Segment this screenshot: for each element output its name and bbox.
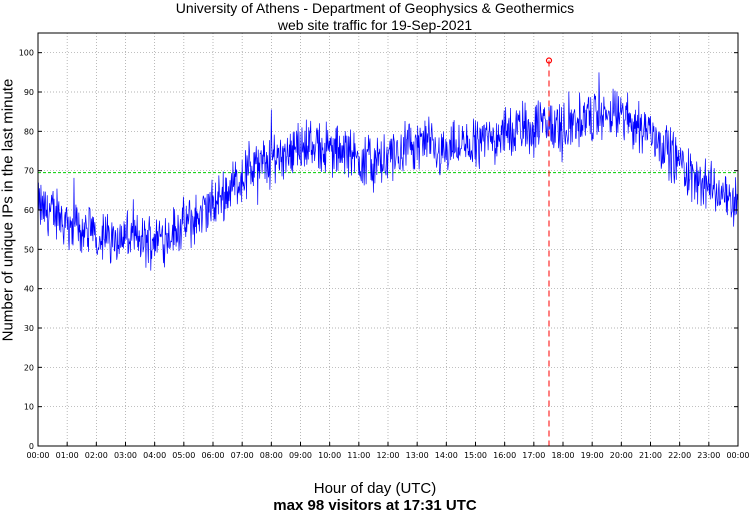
x-tick-label: 11:00	[347, 451, 370, 460]
max-visitors-summary: max 98 visitors at 17:31 UTC	[273, 497, 477, 514]
x-tick-label: 22:00	[668, 451, 691, 460]
series-group	[37, 72, 739, 271]
chart-title: University of Athens - Department of Geo…	[175, 0, 575, 16]
max-marker-group	[545, 57, 553, 446]
y-tick-label: 60	[24, 206, 34, 215]
y-tick-label: 100	[19, 49, 34, 58]
x-tick-label: 17:00	[522, 451, 545, 460]
y-tick-label: 90	[24, 88, 34, 97]
x-tick-label: 20:00	[610, 451, 633, 460]
max-point-marker	[545, 57, 553, 64]
x-tick-label: 05:00	[172, 451, 195, 460]
y-ticks: 0 10 20 30 40 50 60 70 80 90 100	[19, 49, 738, 451]
x-ticks: 00:00 01:00 02:00 03:00 04:00 05:00 06:00 07:00…	[26, 442, 750, 460]
y-tick-label: 10	[24, 403, 34, 412]
x-tick-label: 08:00	[260, 451, 283, 460]
x-tick-label: 12:00	[376, 451, 399, 460]
x-tick-label: 14:00	[435, 451, 458, 460]
y-tick-label: 70	[24, 167, 34, 176]
x-tick-label: 15:00	[464, 451, 487, 460]
y-tick-label: 50	[24, 245, 34, 254]
x-tick-label: 02:00	[85, 451, 108, 460]
x-tick-label: 07:00	[231, 451, 254, 460]
y-tick-label: 20	[24, 363, 34, 372]
x-tick-label: 00:00	[726, 451, 749, 460]
x-tick-label: 21:00	[639, 451, 662, 460]
x-tick-label: 19:00	[581, 451, 604, 460]
x-tick-label: 03:00	[114, 451, 137, 460]
y-tick-label: 0	[29, 442, 34, 451]
x-tick-label: 16:00	[493, 451, 516, 460]
x-tick-label: 13:00	[406, 451, 429, 460]
x-tick-label: 09:00	[289, 451, 312, 460]
x-axis-label: Hour of day (UTC)	[313, 480, 437, 497]
x-tick-label: 18:00	[551, 451, 574, 460]
x-tick-label: 01:00	[56, 451, 79, 460]
traffic-series-line	[37, 72, 739, 271]
y-tick-label: 40	[24, 285, 34, 294]
x-tick-label: 10:00	[318, 451, 341, 460]
x-tick-label: 23:00	[697, 451, 720, 460]
y-tick-label: 80	[24, 127, 34, 136]
chart-subtitle: web site traffic for 19-Sep-2021	[277, 17, 473, 33]
y-tick-label: 30	[24, 324, 34, 333]
x-tick-label: 04:00	[143, 451, 166, 460]
x-tick-label: 06:00	[201, 451, 224, 460]
x-tick-label: 00:00	[26, 451, 49, 460]
